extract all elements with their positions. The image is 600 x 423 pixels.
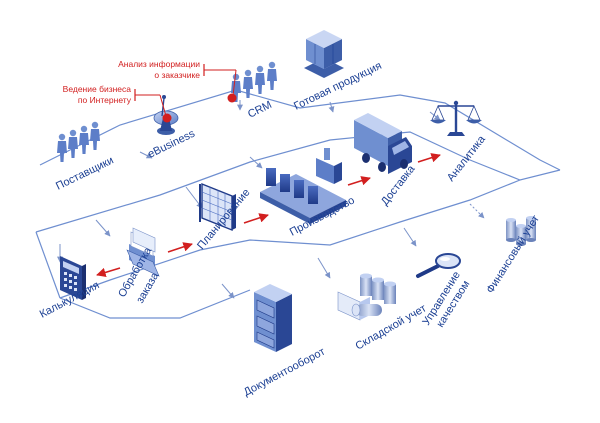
production-line-icon bbox=[260, 148, 346, 224]
label-document-flow: Документооборот bbox=[242, 346, 327, 399]
suppliers-people-icon bbox=[57, 121, 100, 162]
process-flow-arrows bbox=[96, 153, 441, 278]
planning-calendar-icon bbox=[199, 182, 236, 232]
callout-customer-analysis-2: о заказчике bbox=[154, 70, 200, 80]
finished-goods-boxes-icon bbox=[304, 30, 344, 78]
analytics-scales-icon bbox=[430, 100, 482, 136]
costing-calculator-icon bbox=[60, 256, 86, 300]
label-crm: CRM bbox=[246, 99, 274, 121]
callout-online-business-1: Ведение бизнеса bbox=[63, 84, 132, 94]
callout-labels: Анализ информации о заказчике Ведение би… bbox=[63, 59, 201, 105]
label-analytics: Аналитика bbox=[445, 133, 489, 184]
finance-coin-stacks-icon bbox=[506, 216, 536, 246]
callout-online-business-2: по Интернету bbox=[78, 95, 132, 105]
crm-people-icon bbox=[231, 61, 277, 102]
document-flow-cabinet-icon bbox=[254, 284, 292, 352]
connector-arrows bbox=[57, 100, 485, 299]
node-labels: Поставщики eBusiness CRM Готовая продукц… bbox=[38, 60, 542, 399]
quality-magnifier-icon bbox=[416, 253, 461, 278]
callout-markers bbox=[134, 64, 237, 123]
warehouse-barrels-icon bbox=[337, 273, 396, 321]
delivery-truck-icon bbox=[354, 113, 412, 174]
callout-customer-analysis-1: Анализ информации bbox=[118, 59, 200, 69]
order-processing-folder-icon bbox=[126, 227, 160, 277]
